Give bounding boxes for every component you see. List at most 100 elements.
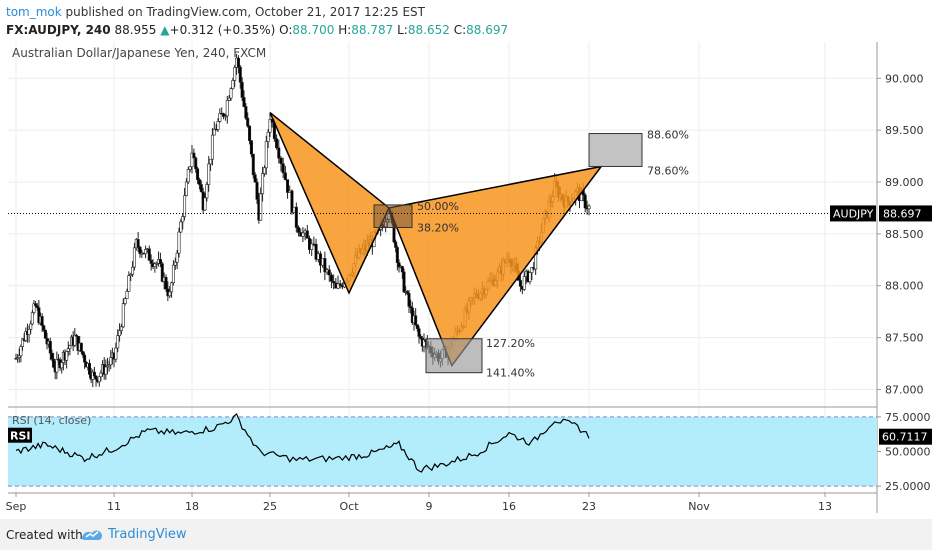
price-tick-label: 87.000 <box>885 383 924 396</box>
candle-body <box>259 193 263 221</box>
candle-body <box>34 303 38 307</box>
tradingview-brand-link[interactable]: TradingView <box>108 527 187 542</box>
time-tick-label: 16 <box>502 500 516 513</box>
rsi-panel[interactable]: 75.0000 50.0000 25.0000 60.7117 RSI <box>8 411 932 493</box>
candle-body <box>338 283 342 286</box>
high-value: 88.787 <box>351 23 394 37</box>
candle-body <box>144 249 148 254</box>
candle-body <box>216 121 220 130</box>
candle-body <box>114 347 118 360</box>
candle-body <box>240 81 244 98</box>
level-label: 38.20% <box>417 222 459 235</box>
candle-body <box>327 269 331 276</box>
symbol-name[interactable]: FX:AUDJPY, 240 <box>6 23 111 37</box>
high-label: H: <box>338 23 352 37</box>
chart-header: tom_mok published on TradingView.com, Oc… <box>0 0 932 44</box>
candle-body <box>29 323 33 330</box>
price-tick-label: 87.500 <box>885 332 924 345</box>
rsi-tick-label: 50.0000 <box>885 446 931 459</box>
candle-body <box>301 232 305 237</box>
level-label: 127.20% <box>486 337 535 350</box>
candle-body <box>227 97 231 101</box>
candle-body <box>249 140 253 155</box>
candle-body <box>116 335 120 349</box>
candle-body <box>253 174 257 183</box>
candle-body <box>251 153 255 176</box>
rsi-tick-label: 75.0000 <box>885 411 931 424</box>
candle-body <box>153 263 157 267</box>
candle-body <box>231 80 235 89</box>
price-axis[interactable]: 90.000 89.500 89.000 88.500 88.000 87.500 87.0… <box>830 72 932 396</box>
time-tick-label: 23 <box>582 500 596 513</box>
time-tick-label: 25 <box>263 500 277 513</box>
candle-body <box>305 230 309 239</box>
candle-body <box>194 157 198 170</box>
candle-body <box>168 291 172 297</box>
pattern-triangle-xab <box>269 111 390 295</box>
candle-body <box>149 260 153 264</box>
extension-box-c <box>425 338 483 374</box>
candle-body <box>268 119 272 133</box>
target-box-d <box>588 133 643 167</box>
candle-body <box>218 112 222 122</box>
candle-body <box>164 276 168 290</box>
candle-body <box>177 231 181 254</box>
published-text: published on TradingView.com, October 21… <box>65 5 425 19</box>
candle-body <box>400 266 404 273</box>
rsi-band <box>8 416 877 487</box>
candle-body <box>125 291 129 300</box>
candle-body <box>283 172 287 180</box>
close-label: C: <box>453 23 467 37</box>
candle-body <box>60 362 64 369</box>
candle-body <box>123 298 127 304</box>
time-tick-label: 11 <box>107 500 121 513</box>
candle-body <box>255 181 259 200</box>
candle-body <box>179 221 183 233</box>
rsi-value-badge <box>879 428 932 445</box>
level-label: 141.40% <box>486 367 535 380</box>
candle-body <box>332 281 336 284</box>
candle-body <box>171 264 175 284</box>
candle-body <box>587 205 591 210</box>
candle-body <box>160 263 164 282</box>
time-axis[interactable]: Sep 11 18 25 Oct 9 16 23 Nov 13 <box>6 493 832 513</box>
candle-body <box>173 261 177 266</box>
candle-body <box>415 324 419 330</box>
author-link[interactable]: tom_mok <box>6 5 62 19</box>
candle-body <box>329 274 333 282</box>
candle-body <box>97 376 101 382</box>
candle-body <box>184 181 188 196</box>
time-tick-label: 9 <box>426 500 433 513</box>
candle-body <box>236 57 240 68</box>
price-tick-label: 88.500 <box>885 228 924 241</box>
candle-body <box>246 117 250 127</box>
harmonic-pattern[interactable]: 50.00% 38.20% 127.20% 141.40% 88.60% 78.60% <box>269 111 689 380</box>
candle-body <box>207 163 211 185</box>
candle-body <box>417 328 421 337</box>
candle-body <box>136 239 140 248</box>
candle-body <box>27 328 31 335</box>
candle-body <box>314 244 318 260</box>
price-tick-label: 89.500 <box>885 124 924 137</box>
candle-body <box>210 134 214 160</box>
chart-title: Australian Dollar/Japanese Yen, 240, FXC… <box>12 46 266 60</box>
candle-body <box>192 152 196 159</box>
candle-body <box>170 282 174 293</box>
candle-body <box>238 66 242 83</box>
candle-body <box>88 363 92 375</box>
candle-body <box>297 227 301 233</box>
rsi-current-value: 60.7117 <box>882 431 928 444</box>
candle-body <box>190 152 194 168</box>
candle-body <box>158 259 162 264</box>
price-tick-label: 89.000 <box>885 176 924 189</box>
candle-body <box>121 303 125 328</box>
change-arrow-icon: ▲ <box>160 23 170 37</box>
time-tick-label: Oct <box>339 500 359 513</box>
price-chart[interactable]: 50.00% 38.20% 127.20% 141.40% 88.60% 78.60% 7… <box>0 40 932 519</box>
candle-body <box>223 115 227 118</box>
candle-body <box>209 158 213 165</box>
level-label: 78.60% <box>647 164 689 177</box>
candle-body <box>203 197 207 211</box>
candle-body <box>186 169 190 183</box>
symbol-badge-label: AUDJPY <box>833 207 874 220</box>
